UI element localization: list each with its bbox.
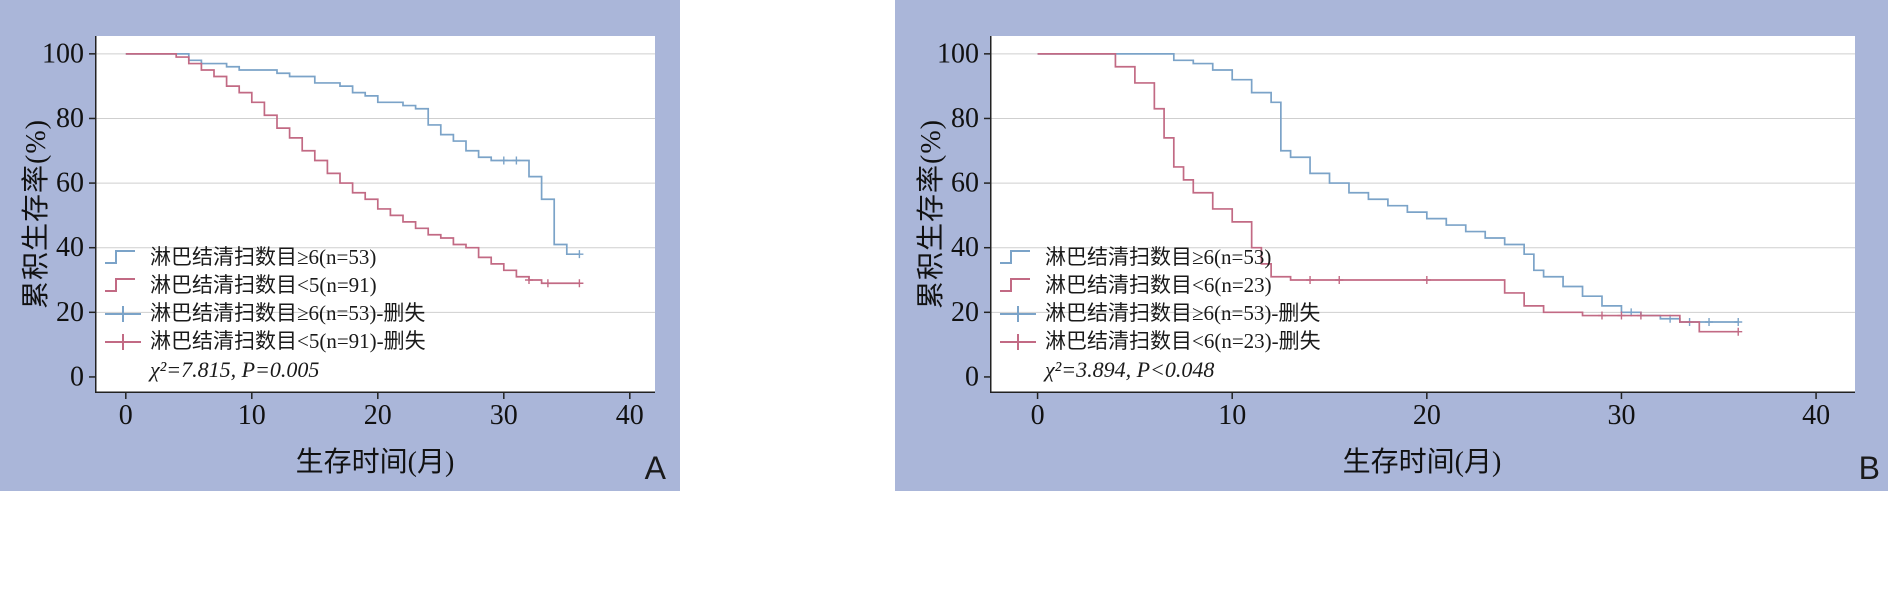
legend-item: 淋巴结清扫数目≥6(n=53)	[103, 242, 426, 270]
x-tick-label: 20	[1413, 400, 1441, 431]
y-tick-label: 0	[965, 361, 979, 392]
censor-mark	[1734, 327, 1743, 336]
censor-symbol	[105, 306, 141, 322]
survival-panel-b: 累积生存率(%) 0 20 40 60 80 100 0 10 20 30 40 淋巴结清扫数目≥6…	[895, 0, 1888, 491]
y-axis-label-b: 累积生存率(%)	[916, 119, 947, 309]
x-tick-label: 20	[364, 400, 392, 431]
censor-mark	[499, 156, 508, 165]
x-tick-label: 30	[1607, 400, 1635, 431]
y-tick-label: 40	[951, 232, 979, 263]
plot-area-a: 0 20 40 60 80 100 0 10 20 30 40 淋巴结清扫数目≥6(n=53) 淋巴结…	[42, 36, 655, 431]
legend-item: 淋巴结清扫数目≥6(n=53)-删失	[998, 298, 1321, 326]
censor-mark	[525, 276, 533, 285]
legend-label: 淋巴结清扫数目<5(n=91)-删失	[150, 329, 426, 353]
censor-mark	[1617, 311, 1626, 320]
y-axis-label-a: 累积生存率(%)	[21, 119, 52, 309]
censor-mark	[1335, 276, 1344, 285]
legend-item: 淋巴结清扫数目≥6(n=53)	[998, 242, 1321, 270]
km-curve	[125, 53, 580, 256]
legend-label: 淋巴结清扫数目<6(n=23)-删失	[1045, 329, 1321, 353]
censor-mark	[1597, 311, 1606, 320]
x-tick-label: 40	[1802, 400, 1830, 431]
km-curve	[125, 53, 580, 285]
x-tick-label: 40	[616, 400, 644, 431]
censor-symbol	[105, 334, 141, 350]
survival-panel-a: 累积生存率(%) 0 20 40 60 80 100 0 10 20 30 40 淋巴结清扫数目≥6…	[0, 0, 680, 491]
step-symbol	[1000, 250, 1030, 264]
legend-b: 淋巴结清扫数目≥6(n=53) 淋巴结清扫数目<6(n=23) 淋巴结清扫数目≥6(…	[998, 242, 1321, 383]
legend-label: 淋巴结清扫数目≥6(n=53)	[150, 245, 377, 269]
y-tick-label: 60	[56, 168, 84, 199]
censor-symbol	[1000, 306, 1036, 322]
x-axis-label-a: 生存时间(月)	[295, 447, 455, 478]
legend-a: 淋巴结清扫数目≥6(n=53) 淋巴结清扫数目<5(n=91) 淋巴结清扫数目≥6(…	[103, 242, 426, 383]
y-tick-label: 20	[56, 297, 84, 328]
legend-label: 淋巴结清扫数目≥6(n=53)-删失	[150, 301, 426, 325]
legend-item: 淋巴结清扫数目<5(n=91)	[103, 270, 426, 298]
km-curves-a: 0 20 40 60 80 100 0 10 20 30 40	[42, 36, 655, 431]
legend-item: 淋巴结清扫数目<6(n=23)-删失	[998, 326, 1321, 354]
y-tick-label: 80	[951, 103, 979, 134]
x-tick-label: 0	[119, 400, 133, 431]
step-symbol	[105, 250, 135, 264]
legend-label: 淋巴结清扫数目≥6(n=53)	[1045, 245, 1272, 269]
x-tick-label: 10	[238, 400, 266, 431]
y-tick-label: 60	[951, 168, 979, 199]
y-tick-label: 20	[951, 297, 979, 328]
censor-mark	[1705, 318, 1714, 327]
panel-letter-a: A	[644, 450, 666, 486]
km-curve	[1037, 53, 1739, 333]
km-curves-b: 0 20 40 60 80 100 0 10 20 30 40	[937, 36, 1855, 431]
censor-mark	[1636, 311, 1645, 320]
y-tick-label: 100	[42, 38, 84, 69]
y-tick-label: 100	[937, 38, 979, 69]
x-tick-label: 10	[1218, 400, 1246, 431]
y-tick-label: 80	[56, 103, 84, 134]
censor-mark	[543, 279, 552, 288]
chi-square-stats: χ²=3.894, P<0.048	[1045, 357, 1215, 382]
censor-mark	[1422, 276, 1431, 285]
x-axis-label-b: 生存时间(月)	[1342, 447, 1502, 478]
censor-mark	[575, 279, 584, 288]
panel-letter-b: B	[1858, 450, 1880, 486]
x-tick-label: 30	[490, 400, 518, 431]
legend-label: 淋巴结清扫数目≥6(n=53)-删失	[1045, 301, 1321, 325]
legend-item: 淋巴结清扫数目<5(n=91)-删失	[103, 326, 426, 354]
legend-label: 淋巴结清扫数目<5(n=91)	[150, 273, 377, 297]
step-symbol	[105, 278, 135, 292]
chi-square-stats: χ²=7.815, P=0.005	[150, 357, 320, 382]
censor-mark	[575, 250, 584, 259]
y-tick-label: 0	[70, 361, 84, 392]
y-tick-label: 40	[56, 232, 84, 263]
legend-label: 淋巴结清扫数目<6(n=23)	[1045, 273, 1272, 297]
km-curve	[1037, 53, 1739, 323]
censor-symbol	[1000, 334, 1036, 350]
censor-mark	[1306, 276, 1315, 285]
plot-area-b: 0 20 40 60 80 100 0 10 20 30 40 淋巴结清扫数目≥6(n=53) 淋巴结…	[937, 36, 1855, 431]
step-symbol	[1000, 278, 1030, 292]
censor-mark	[512, 156, 521, 165]
legend-item: 淋巴结清扫数目<6(n=23)	[998, 270, 1321, 298]
censor-mark	[1734, 318, 1743, 327]
x-tick-label: 0	[1031, 400, 1045, 431]
legend-item: 淋巴结清扫数目≥6(n=53)-删失	[103, 298, 426, 326]
